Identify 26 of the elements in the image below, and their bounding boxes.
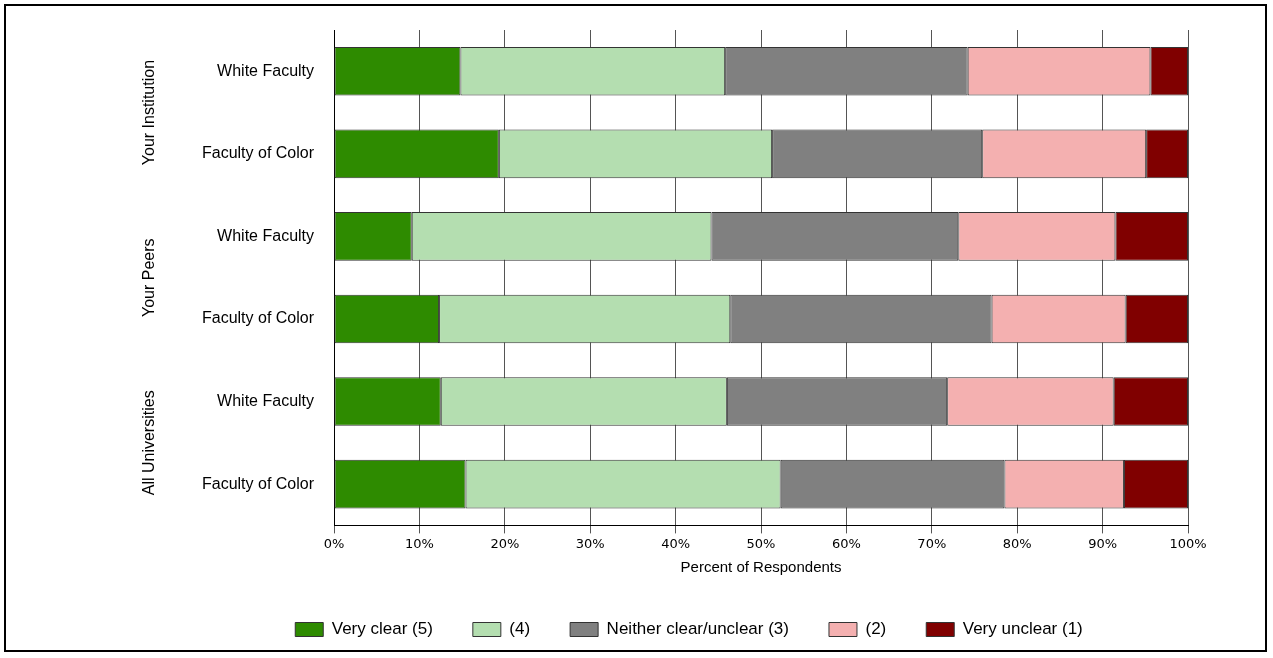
x-tick-label: 80% xyxy=(1002,535,1032,551)
text: All Universities xyxy=(140,390,158,496)
legend-label: Very clear (5) xyxy=(331,619,433,639)
y-tick-label: Faculty of Color xyxy=(201,474,315,492)
y-tick-label: Faculty of Color xyxy=(201,309,315,327)
x-tick-label: 20% xyxy=(490,535,520,551)
y-tick-label: White Faculty xyxy=(217,61,315,79)
text: Your Institution xyxy=(140,59,158,166)
legend-label: (2) xyxy=(865,619,887,639)
x-tick-label: 70% xyxy=(917,535,947,551)
text: Your Peers xyxy=(140,238,158,317)
x-tick-label: 0% xyxy=(323,535,345,551)
x-axis-title: Percent of Respondents xyxy=(680,558,842,576)
x-tick-label: 50% xyxy=(746,535,776,551)
legend-label: Very unclear (1) xyxy=(962,619,1083,639)
x-tick-label: 30% xyxy=(575,535,605,551)
y-tick-label: White Faculty xyxy=(217,391,315,409)
x-tick-label: 90% xyxy=(1088,535,1118,551)
y-tick-label: Faculty of Color xyxy=(201,144,315,162)
x-tick-label: 10% xyxy=(404,535,434,551)
x-tick-label: 60% xyxy=(831,535,861,551)
x-tick-label: 100% xyxy=(1169,535,1207,551)
legend-label: Neither clear/unclear (3) xyxy=(606,619,789,639)
x-tick-label: 40% xyxy=(661,535,691,551)
y-tick-label: White Faculty xyxy=(217,226,315,244)
legend-label: (4) xyxy=(509,619,531,639)
